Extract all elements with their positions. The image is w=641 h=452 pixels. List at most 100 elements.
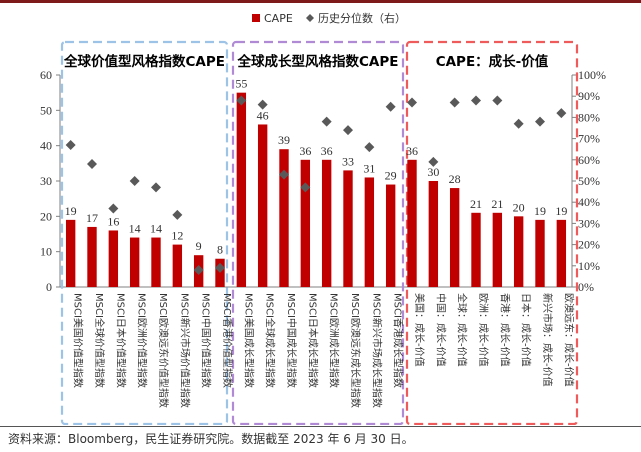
bar-value-label: 55: [235, 77, 247, 91]
bar: [151, 237, 161, 287]
category-label: MSCI日本成长型指数: [306, 293, 319, 388]
bar-value-label: 17: [86, 211, 98, 225]
footer-rule: [0, 426, 641, 427]
group-box: [231, 40, 405, 425]
bar-value-label: 21: [470, 197, 482, 211]
y-left-tick-label: 20: [40, 209, 52, 223]
bar: [556, 219, 567, 287]
category-label: MSCI中国成长型指数: [285, 293, 298, 388]
group-box: [60, 40, 229, 425]
category-label: MSCI欧澳远东成长型指数: [349, 293, 362, 408]
category-label: MSCI美国成长型指数: [242, 293, 255, 388]
percentile-marker: [279, 169, 289, 180]
percentile-marker: [87, 159, 97, 170]
y-left-tick-label: 30: [40, 174, 52, 188]
percentile-marker: [492, 95, 503, 106]
bar-value-label: 19: [534, 204, 546, 218]
y-right-tick-label: 60%: [578, 153, 600, 167]
legend-swatch-cape: [252, 14, 260, 22]
percentile-marker: [407, 97, 417, 108]
group-box: [405, 40, 579, 425]
category-label: 香港：成长-价值: [498, 293, 511, 367]
category-label: MSCI欧洲成长型指数: [328, 293, 341, 388]
percentile-marker: [471, 95, 481, 106]
y-right-tick-label: 30%: [578, 216, 600, 230]
percentile-marker: [236, 95, 247, 106]
category-label: MSCI欧洲价值型指数: [136, 293, 149, 388]
bar: [300, 159, 311, 287]
category-label: MSCI美国价值型指数: [72, 293, 85, 388]
y-right-tick-label: 20%: [578, 238, 600, 252]
bar: [428, 181, 439, 287]
percentile-marker: [428, 156, 439, 167]
percentile-marker: [151, 182, 161, 193]
bar: [343, 170, 353, 287]
bar: [449, 188, 460, 287]
y-right-tick-label: 0%: [578, 280, 594, 294]
category-label: MSCI新兴市场价值型指数: [178, 293, 191, 408]
category-label: 中国：成长-价值: [434, 293, 447, 367]
category-label: MSCI欧澳远东价值型指数: [157, 293, 170, 408]
category-label: 欧澳远东：成长-价值: [562, 293, 575, 387]
source-note: 资料来源：Bloomberg，民生证券研究院。数据截至 2023 年 6 月 3…: [8, 432, 414, 446]
legend-label-cape: CAPE: [264, 12, 293, 25]
category-label: MSCI日本价值型指数: [114, 293, 127, 388]
group-title: 全球成长型风格指数CAPE: [237, 53, 399, 70]
bar: [172, 244, 183, 287]
bar: [471, 212, 481, 287]
bar: [257, 124, 268, 287]
bar-value-label: 21: [491, 197, 503, 211]
y-right-tick-label: 40%: [578, 195, 600, 209]
category-label: MSCI全球成长型指数: [264, 293, 277, 388]
percentile-marker: [65, 139, 76, 150]
bar-value-label: 19: [65, 204, 77, 218]
category-label: 美国：成长-价值: [413, 293, 426, 367]
bar-value-label: 29: [385, 169, 397, 183]
bar-value-label: 9: [196, 239, 202, 253]
bar-value-label: 19: [555, 204, 567, 218]
bar-value-label: 14: [150, 222, 162, 236]
bar-value-label: 36: [299, 144, 311, 158]
bar: [492, 212, 503, 287]
bar-value-label: 14: [129, 222, 141, 236]
bar-value-label: 39: [278, 133, 290, 147]
percentile-marker: [193, 265, 204, 276]
bar: [364, 177, 375, 287]
bar: [236, 92, 247, 288]
percentile-marker: [321, 116, 332, 127]
percentile-marker: [513, 118, 524, 129]
category-label: 新兴市场：成长-价值: [541, 293, 554, 387]
bar-value-label: 33: [342, 154, 354, 168]
y-left-tick-label: 0: [46, 280, 52, 294]
bar-value-label: 28: [449, 172, 461, 186]
legend-label-percentile: 历史分位数（右）: [318, 11, 406, 25]
legend-swatch-percentile: [306, 14, 314, 22]
bar-value-label: 16: [107, 214, 119, 228]
group-title: 全球价值型风格指数CAPE: [63, 53, 225, 70]
percentile-marker: [257, 99, 268, 110]
category-label: 全球：成长-价值: [456, 293, 469, 367]
bar-value-label: 31: [363, 161, 375, 175]
bar: [279, 149, 289, 287]
category-label: MSCI全球价值型指数: [93, 293, 106, 388]
bar-value-label: 12: [171, 229, 183, 243]
bar: [385, 184, 396, 287]
percentile-marker: [129, 176, 140, 186]
y-right-tick-label: 50%: [578, 174, 600, 188]
category-label: MSCI新兴市场成长型指数: [370, 293, 383, 408]
bar: [87, 226, 97, 287]
y-right-tick-label: 10%: [578, 259, 600, 273]
percentile-marker: [449, 97, 460, 108]
y-right-tick-label: 70%: [578, 132, 600, 146]
category-label: 欧洲：成长-价值: [477, 293, 490, 367]
bar-value-label: 46: [257, 108, 269, 122]
percentile-marker: [108, 203, 119, 214]
bar: [321, 159, 332, 287]
category-label: MSCI香港价值型指数: [221, 293, 234, 388]
percentile-marker: [215, 262, 225, 273]
y-left-tick-label: 50: [40, 103, 52, 117]
y-left-tick-label: 40: [40, 139, 52, 153]
bar: [407, 159, 417, 287]
header-rule: [0, 0, 641, 3]
percentile-marker: [364, 142, 375, 153]
